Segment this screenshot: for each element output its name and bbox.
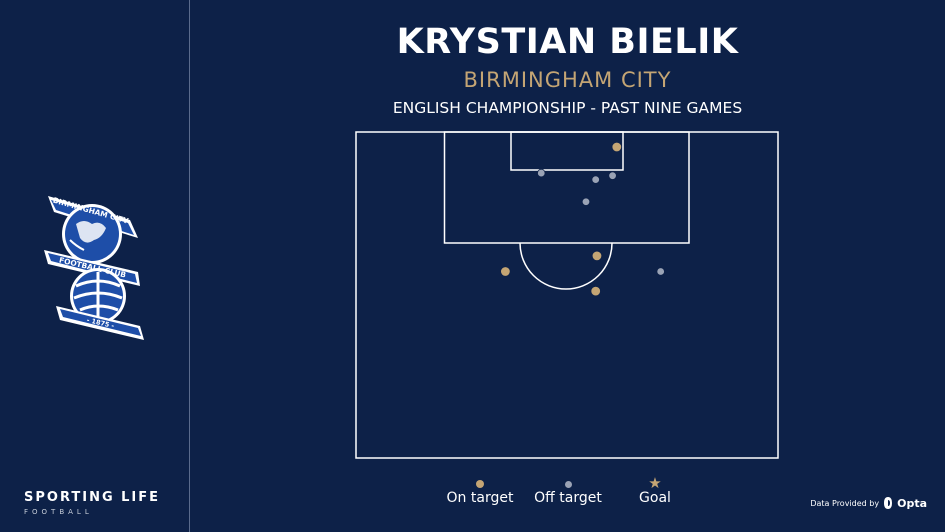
on-target-shot-2	[591, 250, 603, 262]
pitch-outline	[355, 131, 779, 459]
pitch-lines	[355, 131, 779, 459]
shots-layer	[500, 141, 665, 297]
legend-off-target: Off target	[528, 476, 608, 506]
competition-label: ENGLISH CHAMPIONSHIP - PAST NINE GAMES	[392, 99, 743, 117]
penalty-area	[443, 131, 690, 244]
six-yard-box	[510, 131, 624, 171]
opta-logo-icon	[884, 497, 893, 509]
birmingham-city-crest-icon: BIRMINGHAM CITY FOOTBALL CLUB - 1875 -	[44, 196, 144, 340]
off-target-dot-icon	[564, 481, 572, 488]
off-target-shot-1	[537, 168, 546, 178]
brand-name: SPORTING LIFE	[24, 490, 161, 505]
legend-goal-label: Goal	[639, 490, 671, 506]
chart-subtitle: BIRMINGHAM CITY	[463, 68, 672, 92]
off-target-shot-2	[591, 175, 600, 184]
credit-prefix: Data Provided by	[810, 498, 880, 508]
chart-title: KRYSTIAN BIELIK	[396, 22, 739, 62]
legend-off-target-label: Off target	[534, 490, 602, 506]
off-target-shot-4	[581, 197, 591, 206]
off-target-shot-5	[656, 267, 665, 276]
shot-map-pitch	[355, 131, 779, 459]
data-credit: Data Provided by Opta	[810, 496, 927, 510]
legend-on-target: On target	[440, 476, 520, 506]
off-target-shot-3	[608, 171, 617, 180]
credit-provider: Opta	[897, 496, 927, 510]
goal-star-icon: ★	[648, 474, 662, 492]
on-target-dot-icon	[476, 480, 484, 488]
legend: On target Off target ★ Goal	[440, 476, 690, 516]
on-target-shot-1	[611, 141, 622, 153]
legend-goal: ★ Goal	[620, 474, 690, 507]
on-target-shot-3	[500, 266, 511, 277]
on-target-shot-4	[590, 285, 601, 297]
penalty-arc	[519, 242, 613, 290]
brand-sub: FOOTBALL	[24, 508, 93, 516]
sidebar: BIRMINGHAM CITY FOOTBALL CLUB - 1875 - S…	[0, 0, 190, 532]
legend-on-target-label: On target	[446, 490, 514, 506]
